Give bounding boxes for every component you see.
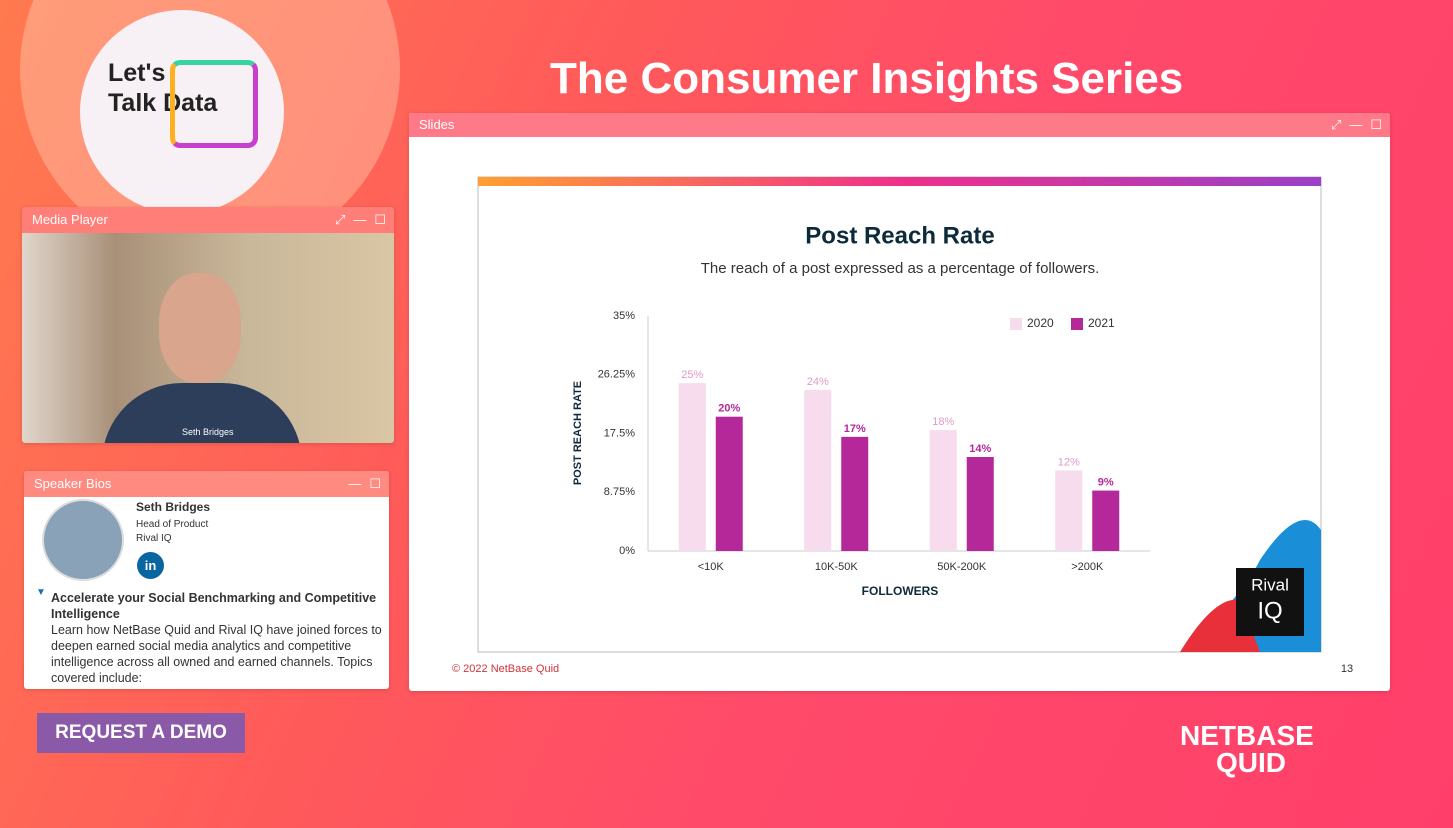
speaker-role: Head of Product [136,519,209,530]
brand: NETBASE QUID [1180,720,1314,778]
value-label: 9% [1098,476,1114,488]
panel-title: Slides [419,117,455,132]
value-label: 14% [969,443,991,455]
value-label: 18% [932,416,954,428]
chart-subtitle: The reach of a post expressed as a perce… [701,260,1100,277]
maximize-button[interactable]: ☐ [369,476,381,491]
speaker-company: Rival IQ [136,533,172,544]
panel-title: Speaker Bios [34,476,112,491]
legend-swatch [1071,318,1083,330]
brand-line: NETBASE [1180,720,1314,751]
y-tick-label: 0% [619,545,635,557]
video-caption: Seth Bridges [182,427,234,437]
value-label: 17% [844,423,866,435]
legend-swatch [1010,318,1022,330]
linkedin-button[interactable]: in [137,552,164,579]
slide-page: 13 [1341,663,1353,675]
speaker-avatar [42,499,124,581]
logo-bubble [170,60,258,148]
x-tick-label: 10K-50K [815,561,858,573]
badge-text: Rival [1251,575,1289,594]
maximize-button[interactable]: ☐ [1370,117,1382,132]
panel-header: Media Player ⤢ — ☐ [22,207,394,233]
y-axis-label: POST REACH RATE [572,381,584,485]
bar [1055,470,1083,551]
header-title: The Consumer Insights Series [550,54,1184,103]
expand-button[interactable]: ⤢ [1330,117,1342,132]
value-label: 25% [681,369,703,381]
expand-button[interactable]: ⤢ [334,212,346,227]
media-player: Media Player ⤢ — ☐ Seth Bridges [22,207,394,443]
request-demo-button[interactable]: REQUEST A DEMO [37,713,245,753]
speaker-head [159,273,241,383]
x-axis-label: FOLLOWERS [862,584,939,598]
x-tick-label: >200K [1071,561,1104,573]
maximize-button[interactable]: ☐ [374,212,386,227]
logo-line: Talk Data [108,89,218,117]
minimize-button[interactable]: — [348,476,362,491]
chart-title: Post Reach Rate [805,222,994,249]
bar [966,457,994,551]
legend-label: 2021 [1088,316,1115,330]
x-tick-label: 50K-200K [937,561,987,573]
minimize-button[interactable]: — [353,212,367,227]
y-tick-label: 8.75% [604,486,635,498]
slide-frame [477,176,1322,653]
y-tick-label: 17.5% [604,427,635,439]
bar [678,383,706,551]
panel-header: Speaker Bios — ☐ [24,471,389,497]
logo-line: Let's [108,59,166,87]
badge-text: IQ [1257,597,1282,624]
value-label: 20% [718,403,740,415]
panel-header: Slides ⤢ — ☐ [409,113,1390,137]
session-description: Learn how NetBase Quid and Rival IQ have… [51,623,382,685]
y-tick-label: 26.25% [598,369,636,381]
badge [1236,568,1304,636]
collapse-toggle[interactable]: ▼ [36,587,46,598]
speaker-bios: Speaker Bios — ☐ Seth Bridges Head of Pro… [24,471,389,689]
minimize-button[interactable]: — [1349,117,1363,132]
bar [715,416,743,551]
video: Seth Bridges [22,233,394,443]
legend-label: 2020 [1027,316,1054,330]
bar [841,436,869,551]
slide-footer: © 2022 NetBase Quid [452,663,559,675]
session-title: Accelerate your Social Benchmarking and … [51,591,377,621]
brand-line: QUID [1216,747,1286,778]
slide-strip [478,177,1321,186]
panel-title: Media Player [32,212,108,227]
x-tick-label: <10K [698,561,725,573]
value-label: 12% [1058,456,1080,468]
logo-text: Let's Talk Data [108,58,217,118]
bar [1092,490,1120,551]
value-label: 24% [807,376,829,388]
bar [804,389,832,551]
y-tick-label: 35% [613,310,635,322]
bar [929,430,957,551]
logo-circle [80,10,284,214]
speaker-name: Seth Bridges [136,500,211,514]
